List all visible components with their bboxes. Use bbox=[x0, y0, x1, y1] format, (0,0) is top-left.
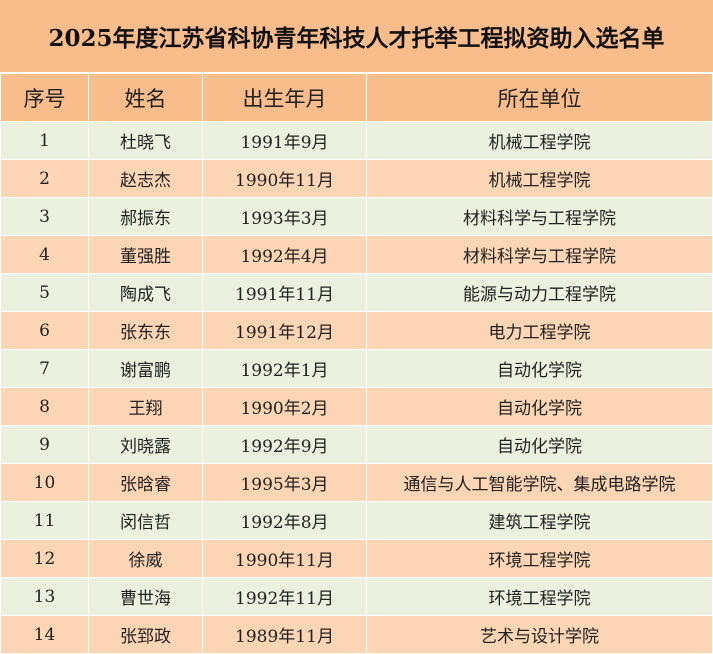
cell-name: 郝振东 bbox=[88, 197, 203, 236]
cell-unit: 环境工程学院 bbox=[366, 539, 713, 578]
cell-index: 11 bbox=[0, 501, 89, 540]
cell-birth: 1990年11月 bbox=[202, 539, 367, 578]
cell-index: 8 bbox=[0, 387, 89, 426]
cell-name: 刘晓露 bbox=[88, 425, 203, 464]
cell-unit: 材料科学与工程学院 bbox=[366, 197, 713, 236]
cell-name: 董强胜 bbox=[88, 235, 203, 274]
cell-birth: 1991年11月 bbox=[202, 273, 367, 312]
cell-unit: 机械工程学院 bbox=[366, 159, 713, 198]
table-row: 7 谢富鹏 1992年1月 自动化学院 bbox=[0, 349, 713, 388]
cell-name: 张郅政 bbox=[88, 615, 203, 654]
cell-name: 谢富鹏 bbox=[88, 349, 203, 388]
cell-index: 6 bbox=[0, 311, 89, 350]
cell-index: 3 bbox=[0, 197, 89, 236]
table-row: 13 曹世海 1992年11月 环境工程学院 bbox=[0, 577, 713, 616]
cell-name: 赵志杰 bbox=[88, 159, 203, 198]
cell-birth: 1993年3月 bbox=[202, 197, 367, 236]
cell-name: 徐威 bbox=[88, 539, 203, 578]
table-row: 9 刘晓露 1992年9月 自动化学院 bbox=[0, 425, 713, 464]
cell-birth: 1990年11月 bbox=[202, 159, 367, 198]
table-row: 8 王翔 1990年2月 自动化学院 bbox=[0, 387, 713, 426]
table-row: 12 徐威 1990年11月 环境工程学院 bbox=[0, 539, 713, 578]
page-title: 2025年度江苏省科协青年科技人才托举工程拟资助入选名单 bbox=[0, 0, 713, 73]
table-header: 序号 姓名 出生年月 所在单位 bbox=[0, 73, 713, 122]
cell-birth: 1989年11月 bbox=[202, 615, 367, 654]
cell-birth: 1992年11月 bbox=[202, 577, 367, 616]
table-row: 5 陶成飞 1991年11月 能源与动力工程学院 bbox=[0, 273, 713, 312]
cell-index: 13 bbox=[0, 577, 89, 616]
cell-unit: 环境工程学院 bbox=[366, 577, 713, 616]
candidate-table: 序号 姓名 出生年月 所在单位 1 杜晓飞 1991年9月 机械工程学院 2 赵志杰 199… bbox=[0, 73, 713, 654]
cell-unit: 自动化学院 bbox=[366, 387, 713, 426]
table-row: 11 闵信哲 1992年8月 建筑工程学院 bbox=[0, 501, 713, 540]
cell-name: 曹世海 bbox=[88, 577, 203, 616]
table-row: 2 赵志杰 1990年11月 机械工程学院 bbox=[0, 159, 713, 198]
cell-unit: 通信与人工智能学院、集成电路学院 bbox=[366, 463, 713, 502]
cell-birth: 1991年12月 bbox=[202, 311, 367, 350]
cell-unit: 艺术与设计学院 bbox=[366, 615, 713, 654]
cell-name: 杜晓飞 bbox=[88, 121, 203, 160]
cell-index: 5 bbox=[0, 273, 89, 312]
column-header-unit: 所在单位 bbox=[366, 73, 713, 122]
cell-unit: 自动化学院 bbox=[366, 425, 713, 464]
cell-index: 9 bbox=[0, 425, 89, 464]
cell-unit: 机械工程学院 bbox=[366, 121, 713, 160]
cell-birth: 1992年8月 bbox=[202, 501, 367, 540]
cell-index: 14 bbox=[0, 615, 89, 654]
column-header-name: 姓名 bbox=[88, 73, 203, 122]
table-row: 6 张东东 1991年12月 电力工程学院 bbox=[0, 311, 713, 350]
cell-unit: 建筑工程学院 bbox=[366, 501, 713, 540]
column-header-index: 序号 bbox=[0, 73, 89, 122]
table-row: 1 杜晓飞 1991年9月 机械工程学院 bbox=[0, 121, 713, 160]
cell-index: 12 bbox=[0, 539, 89, 578]
cell-index: 1 bbox=[0, 121, 89, 160]
cell-birth: 1990年2月 bbox=[202, 387, 367, 426]
cell-unit: 电力工程学院 bbox=[366, 311, 713, 350]
cell-unit: 自动化学院 bbox=[366, 349, 713, 388]
cell-unit: 能源与动力工程学院 bbox=[366, 273, 713, 312]
cell-birth: 1991年9月 bbox=[202, 121, 367, 160]
cell-index: 7 bbox=[0, 349, 89, 388]
cell-index: 2 bbox=[0, 159, 89, 198]
cell-birth: 1992年9月 bbox=[202, 425, 367, 464]
cell-index: 10 bbox=[0, 463, 89, 502]
table-row: 10 张晗睿 1995年3月 通信与人工智能学院、集成电路学院 bbox=[0, 463, 713, 502]
cell-index: 4 bbox=[0, 235, 89, 274]
cell-unit: 材料科学与工程学院 bbox=[366, 235, 713, 274]
cell-name: 王翔 bbox=[88, 387, 203, 426]
cell-name: 陶成飞 bbox=[88, 273, 203, 312]
table-row: 4 董强胜 1992年4月 材料科学与工程学院 bbox=[0, 235, 713, 274]
cell-name: 张东东 bbox=[88, 311, 203, 350]
cell-birth: 1995年3月 bbox=[202, 463, 367, 502]
cell-name: 张晗睿 bbox=[88, 463, 203, 502]
table-row: 3 郝振东 1993年3月 材料科学与工程学院 bbox=[0, 197, 713, 236]
table-row: 14 张郅政 1989年11月 艺术与设计学院 bbox=[0, 615, 713, 654]
column-header-birth: 出生年月 bbox=[202, 73, 367, 122]
cell-birth: 1992年1月 bbox=[202, 349, 367, 388]
cell-birth: 1992年4月 bbox=[202, 235, 367, 274]
cell-name: 闵信哲 bbox=[88, 501, 203, 540]
